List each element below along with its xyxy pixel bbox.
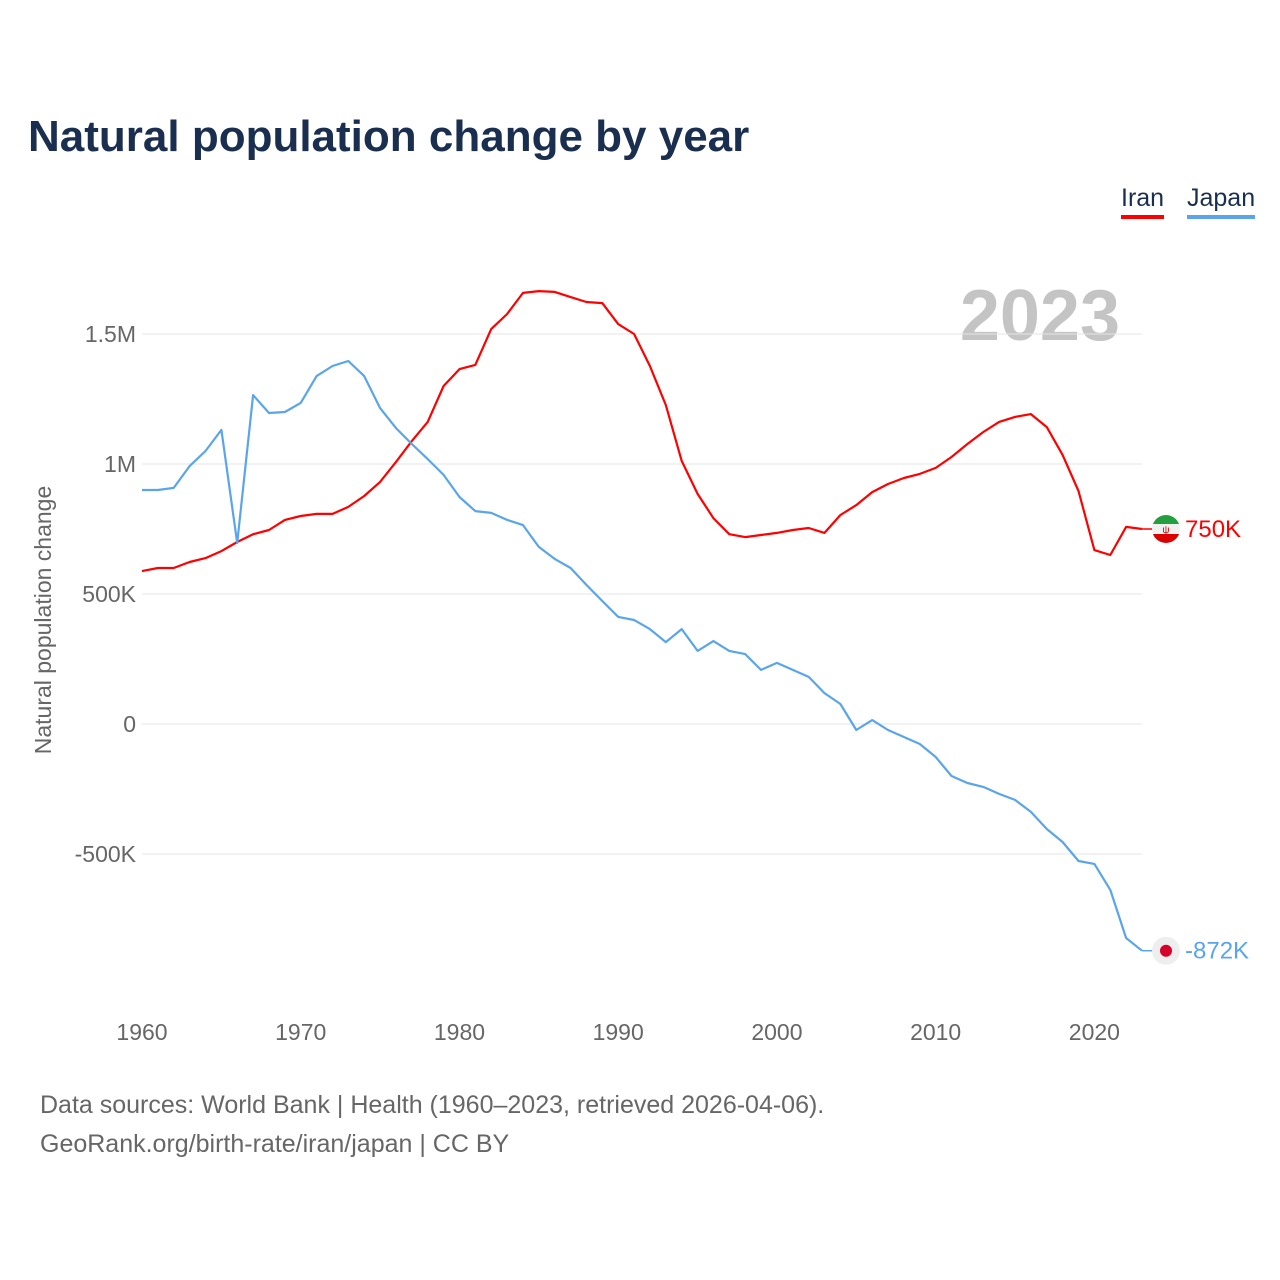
legend-japan[interactable]: Japan [1187,184,1256,219]
y-tick-label: 1.5M [85,321,136,347]
x-tick-label: 2020 [1069,1019,1120,1045]
y-tick-label: -500K [75,841,137,867]
chart-title: Natural population change by year [28,112,750,161]
y-tick-label: 500K [82,581,136,607]
source-line-1: Data sources: World Bank | Health (1960–… [40,1091,825,1119]
y-axis-label: Natural population change [30,486,56,755]
iran-flag-icon: ψ [1152,515,1180,543]
y-tick-label: 0 [123,711,136,737]
svg-text:ψ: ψ [1162,525,1169,536]
japan-flag-icon [1152,936,1180,965]
x-tick-label: 1990 [593,1019,644,1045]
series-line-japan [142,359,1143,952]
x-tick-label: 1970 [275,1019,326,1045]
source-line-2[interactable]: GeoRank.org/birth-rate/iran/japan | CC B… [40,1130,510,1158]
y-tick-label: 1M [104,451,136,477]
legend-iran[interactable]: Iran [1121,184,1165,219]
source-note: Data sources: World Bank | Health (1960–… [40,1086,824,1164]
end-value-label-iran: 750K [1185,516,1241,543]
x-tick-label: 1960 [116,1019,167,1045]
series-line-iran [141,290,1143,573]
end-value-label-japan: -872K [1185,938,1249,965]
x-tick-label: 2000 [751,1019,802,1045]
x-tick-label: 1980 [434,1019,485,1045]
x-tick-label: 2010 [910,1019,961,1045]
year-watermark: 2023 [960,276,1120,356]
